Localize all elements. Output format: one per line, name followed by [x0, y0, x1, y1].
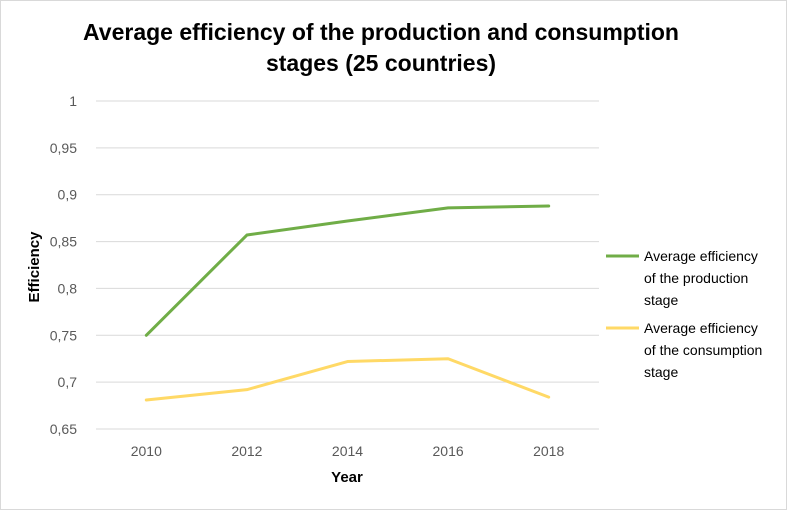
y-tick-label: 0,95 [50, 140, 77, 156]
legend-label: of the consumption [644, 342, 762, 358]
y-axis-title: Efficiency [26, 231, 43, 303]
legend-label: stage [644, 292, 678, 308]
y-tick-label: 1 [69, 93, 77, 109]
series-line-1 [144, 204, 551, 337]
chart-title: Average efficiency of the production and… [83, 19, 679, 76]
legend-item-2: Average efficiency of the consumption stag… [606, 320, 762, 380]
x-axis-title: Year [331, 469, 363, 486]
series-lines [144, 204, 551, 402]
y-axis-ticks: 0,65 0,7 0,75 0,8 0,85 0,9 0,95 1 [50, 93, 77, 437]
x-tick-label: 2010 [131, 443, 162, 459]
x-tick-label: 2012 [231, 443, 262, 459]
legend-label: of the production [644, 270, 748, 286]
x-tick-label: 2016 [433, 443, 464, 459]
y-tick-label: 0,9 [58, 187, 78, 203]
legend-label: Average efficiency [644, 320, 758, 336]
x-axis-ticks: 2010 2012 2014 2016 2018 [131, 443, 565, 459]
gridlines [96, 100, 599, 430]
x-tick-label: 2014 [332, 443, 363, 459]
legend-item-1: Average efficiency of the production stage [606, 248, 758, 308]
y-tick-label: 0,75 [50, 327, 77, 343]
series-line-2 [144, 357, 551, 402]
y-tick-label: 0,7 [58, 374, 78, 390]
legend-label: stage [644, 364, 678, 380]
legend: Average efficiency of the production stage… [606, 248, 762, 380]
x-tick-label: 2018 [533, 443, 564, 459]
y-tick-label: 0,8 [58, 280, 78, 296]
y-tick-label: 0,85 [50, 234, 77, 250]
legend-label: Average efficiency [644, 248, 758, 264]
y-tick-label: 0,65 [50, 421, 77, 437]
